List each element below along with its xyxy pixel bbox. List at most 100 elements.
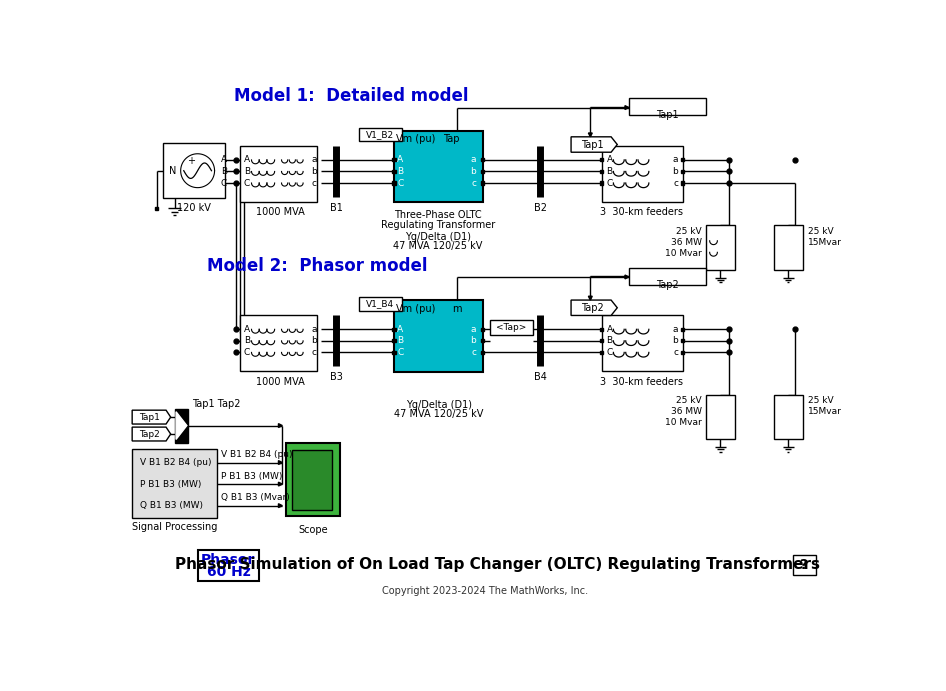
Text: B: B — [397, 337, 403, 346]
Bar — [681, 328, 684, 331]
Text: Tap2: Tap2 — [656, 280, 678, 290]
Bar — [681, 339, 684, 343]
Bar — [601, 182, 604, 184]
Text: b: b — [311, 167, 317, 176]
Text: Scope: Scope — [298, 524, 328, 535]
Text: P B1 B3 (MW): P B1 B3 (MW) — [220, 472, 282, 481]
Text: b: b — [470, 167, 477, 176]
Bar — [393, 339, 395, 343]
Text: B2: B2 — [534, 202, 547, 213]
Bar — [335, 351, 338, 354]
Polygon shape — [278, 482, 282, 486]
Text: C: C — [397, 178, 403, 187]
Text: Vm (pu): Vm (pu) — [395, 134, 435, 144]
Bar — [538, 170, 542, 173]
Text: C: C — [397, 348, 403, 357]
Text: 1000 MVA: 1000 MVA — [255, 377, 305, 387]
Text: 10 Mvar: 10 Mvar — [665, 249, 702, 258]
Text: 120 kV: 120 kV — [177, 202, 211, 213]
Text: A: A — [220, 155, 227, 164]
Bar — [629, 267, 706, 285]
Text: V B1 B2 B4 (pu): V B1 B2 B4 (pu) — [220, 451, 292, 460]
Polygon shape — [571, 137, 617, 152]
Text: C: C — [244, 178, 250, 187]
Bar — [393, 182, 395, 184]
Text: C: C — [606, 178, 613, 187]
Polygon shape — [278, 424, 282, 428]
Bar — [601, 158, 604, 162]
Text: P B1 B3 (MW): P B1 B3 (MW) — [140, 480, 201, 489]
Text: Copyright 2023-2024 The MathWorks, Inc.: Copyright 2023-2024 The MathWorks, Inc. — [382, 586, 587, 596]
Text: A: A — [397, 155, 403, 164]
Text: a: a — [311, 155, 317, 164]
Polygon shape — [588, 296, 592, 300]
Text: a: a — [471, 155, 477, 164]
Bar — [132, 448, 217, 518]
Polygon shape — [625, 275, 629, 279]
Text: 3  30-km feeders: 3 30-km feeders — [601, 207, 683, 217]
Bar — [393, 158, 395, 162]
Text: Three-Phase OLTC: Three-Phase OLTC — [394, 210, 482, 220]
Text: Q B1 B3 (Mvar): Q B1 B3 (Mvar) — [220, 493, 289, 502]
Text: Signal Processing: Signal Processing — [131, 522, 218, 532]
Bar — [601, 351, 604, 354]
Text: Yg/Delta (D1): Yg/Delta (D1) — [406, 400, 472, 410]
Bar — [335, 170, 338, 173]
Bar — [393, 170, 395, 173]
Bar — [538, 182, 542, 184]
Bar — [793, 555, 815, 575]
Text: b: b — [673, 167, 678, 176]
Text: <Tap>: <Tap> — [496, 323, 526, 332]
Text: N: N — [169, 166, 177, 176]
Text: a: a — [311, 325, 317, 334]
Text: C: C — [220, 178, 227, 187]
Bar — [155, 207, 158, 210]
Bar — [174, 408, 188, 442]
Bar — [481, 328, 484, 331]
Bar — [335, 182, 338, 184]
Bar — [774, 225, 803, 270]
Bar — [394, 131, 482, 202]
Bar — [335, 339, 338, 343]
Text: Model 1:  Detailed model: Model 1: Detailed model — [235, 87, 469, 105]
Text: 60 Hz: 60 Hz — [206, 565, 251, 579]
Bar — [163, 143, 224, 198]
Text: m: m — [452, 303, 462, 314]
Bar — [681, 170, 684, 173]
Bar — [481, 351, 484, 354]
Text: V1_B4: V1_B4 — [366, 299, 394, 308]
Text: c: c — [674, 348, 678, 357]
Text: +: + — [187, 156, 196, 167]
Bar — [481, 182, 484, 184]
Bar — [481, 158, 484, 162]
Bar — [538, 339, 542, 343]
Text: 25 kV: 25 kV — [808, 397, 833, 406]
Polygon shape — [132, 427, 170, 441]
Text: B3: B3 — [330, 372, 342, 382]
Text: Yg/Delta (D1): Yg/Delta (D1) — [405, 232, 471, 242]
Text: 10 Mvar: 10 Mvar — [665, 418, 702, 427]
Text: Q B1 B3 (MW): Q B1 B3 (MW) — [140, 501, 202, 510]
Text: A: A — [244, 155, 250, 164]
Polygon shape — [176, 412, 187, 439]
Polygon shape — [571, 300, 617, 316]
Text: a: a — [471, 325, 477, 334]
Text: B: B — [244, 167, 250, 176]
Bar — [629, 98, 706, 115]
Text: Tap1: Tap1 — [656, 111, 678, 120]
Bar — [393, 351, 395, 354]
Polygon shape — [278, 461, 282, 464]
Bar — [198, 550, 259, 581]
Bar — [481, 170, 484, 173]
Text: B1: B1 — [330, 202, 342, 213]
Text: V B1 B2 B4 (pu): V B1 B2 B4 (pu) — [140, 458, 211, 467]
Bar — [601, 339, 604, 343]
Text: b: b — [311, 337, 317, 346]
Text: A: A — [244, 325, 250, 334]
Text: 47 MVA 120/25 kV: 47 MVA 120/25 kV — [394, 241, 482, 251]
Bar — [287, 442, 340, 515]
Bar — [393, 328, 395, 331]
Text: 3  30-km feeders: 3 30-km feeders — [601, 377, 683, 387]
Text: 36 MW: 36 MW — [671, 407, 702, 416]
Text: c: c — [471, 348, 477, 357]
